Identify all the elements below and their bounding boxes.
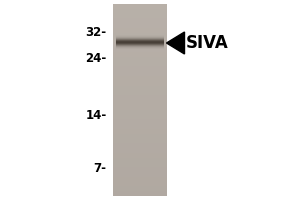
Bar [112,110,166,114]
Bar [112,81,166,86]
Bar [112,28,166,33]
Bar [116,36,164,37]
Bar [112,66,166,71]
Bar [112,114,166,119]
Bar [112,52,166,57]
Bar [112,143,166,148]
Text: 32-: 32- [85,25,106,38]
Bar [112,90,166,95]
Bar [112,71,166,76]
Bar [112,57,166,62]
Bar [112,148,166,153]
Bar [112,23,166,28]
Bar [112,119,166,124]
Bar [112,124,166,129]
Bar [112,76,166,81]
Bar [112,42,166,47]
Bar [112,191,166,196]
Bar [116,47,164,48]
Bar [112,9,166,14]
Bar [112,129,166,134]
Bar [116,39,164,40]
Text: SIVA: SIVA [186,34,229,52]
Bar [112,182,166,186]
Bar [116,46,164,47]
Bar [116,37,164,38]
Bar [112,172,166,177]
Bar [112,86,166,90]
Bar [112,33,166,38]
Polygon shape [167,32,184,54]
Bar [112,47,166,52]
Bar [112,158,166,162]
Bar [116,45,164,46]
Bar [112,177,166,182]
Bar [112,4,166,196]
Bar [112,4,166,9]
Bar [112,14,166,18]
Bar [116,48,164,49]
Text: 14-: 14- [85,109,106,122]
Bar [112,167,166,172]
Bar [116,42,164,43]
Bar [112,62,166,66]
Text: 7-: 7- [94,162,106,174]
Bar [116,44,164,45]
Bar [112,162,166,167]
Bar [116,40,164,41]
Bar [116,38,164,39]
Bar [112,153,166,158]
Bar [116,43,164,44]
Bar [116,41,164,42]
Bar [112,138,166,143]
Bar [112,105,166,110]
Bar [112,186,166,191]
Text: 24-: 24- [85,52,106,66]
Bar [112,38,166,42]
Bar [116,35,164,36]
Bar [112,134,166,138]
Bar [112,18,166,23]
Bar [112,95,166,100]
Bar [112,100,166,105]
